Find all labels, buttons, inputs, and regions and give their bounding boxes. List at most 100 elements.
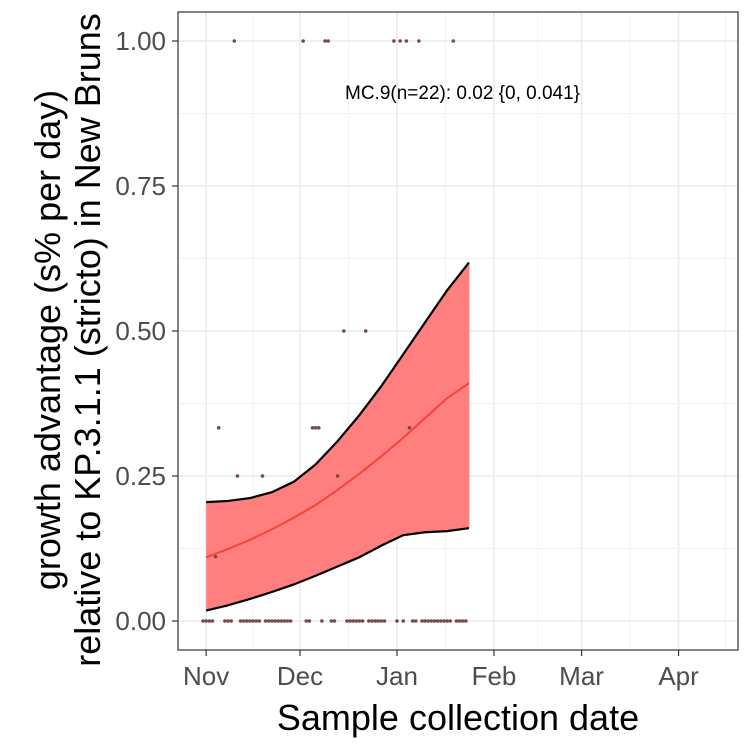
data-point: [445, 619, 449, 623]
data-point: [417, 39, 421, 43]
data-point: [357, 619, 362, 623]
data-point: [407, 426, 412, 430]
data-point: [454, 619, 459, 623]
data-point: [223, 619, 227, 623]
data-point: [226, 619, 230, 623]
data-point: [360, 619, 365, 623]
data-point: [426, 619, 431, 623]
data-point: [213, 554, 218, 559]
y-tick-label: 0.75: [115, 171, 166, 201]
data-point: [429, 619, 434, 623]
data-point: [313, 426, 318, 430]
data-point: [326, 39, 330, 43]
data-point: [332, 619, 337, 623]
data-point: [241, 619, 246, 623]
data-point: [276, 619, 280, 623]
data-point: [329, 619, 334, 623]
y-tick-label: 0.50: [115, 316, 166, 346]
data-point: [201, 619, 205, 623]
data-point: [310, 426, 315, 430]
data-point: [348, 619, 352, 623]
data-point: [342, 329, 346, 333]
data-point: [382, 619, 387, 623]
x-tick-label: Dec: [277, 661, 323, 691]
data-point: [210, 619, 215, 623]
data-point: [254, 619, 259, 623]
data-point: [376, 619, 381, 623]
x-tick-label: Feb: [472, 661, 517, 691]
data-point: [245, 619, 249, 623]
data-point: [404, 39, 409, 43]
data-point: [413, 619, 418, 623]
y-tick-label: 0.25: [115, 461, 166, 491]
data-point: [398, 39, 402, 43]
data-point: [301, 39, 305, 43]
data-point: [320, 619, 324, 623]
data-point: [257, 619, 262, 623]
data-point: [285, 619, 290, 623]
data-point: [279, 619, 284, 623]
data-point: [451, 39, 456, 43]
data-point: [282, 619, 287, 623]
data-point: [410, 619, 415, 623]
observed-points-layer: [201, 39, 468, 623]
data-point: [354, 619, 359, 623]
data-point: [207, 619, 212, 623]
data-point: [266, 619, 271, 623]
data-point: [263, 619, 268, 623]
y-axis-title-line1: growth advantage (s% per day): [27, 90, 68, 590]
lower-bound-line: [205, 527, 470, 612]
data-point: [351, 619, 355, 623]
data-point: [423, 619, 427, 623]
axis-ticks: Nov Dec Jan Feb Mar Apr 0.00 0.25 0.50 0.75 1.00: [115, 26, 699, 691]
confidence-band-layer: [205, 261, 470, 612]
data-point: [307, 619, 312, 623]
data-point: [432, 619, 437, 623]
data-point: [335, 474, 340, 478]
data-point: [457, 619, 462, 623]
data-point: [288, 619, 293, 623]
data-point: [232, 39, 237, 43]
data-point: [460, 619, 465, 623]
data-point: [270, 619, 274, 623]
x-tick-label: Mar: [559, 661, 604, 691]
data-point: [273, 619, 277, 623]
y-tick-label: 0.00: [115, 606, 166, 636]
confidence-band: [206, 262, 469, 611]
data-point: [379, 619, 384, 623]
data-point: [204, 619, 208, 623]
data-point: [229, 619, 233, 623]
y-tick-label: 1.00: [115, 26, 166, 56]
data-point: [363, 329, 368, 333]
data-point: [442, 619, 446, 623]
data-point: [345, 619, 349, 623]
y-axis-title-line2: relative to KP.3.1.1 (stricto) in New Br…: [67, 13, 108, 667]
data-point: [448, 619, 452, 623]
data-point: [438, 619, 443, 623]
data-point: [464, 619, 468, 623]
x-tick-label: Jan: [376, 661, 418, 691]
data-point: [392, 39, 396, 43]
x-axis-title: Sample collection date: [277, 697, 639, 738]
data-point: [216, 426, 221, 430]
data-point: [316, 426, 321, 430]
data-point: [248, 619, 252, 623]
data-point: [251, 619, 255, 623]
data-point: [323, 39, 327, 43]
data-point: [401, 619, 406, 623]
data-point: [260, 474, 265, 478]
annotation-text: MC.9(n=22): 0.02 {0, 0.041}: [345, 83, 580, 104]
data-point: [235, 474, 240, 478]
upper-bound-line: [206, 261, 470, 504]
data-point: [395, 619, 399, 623]
x-tick-label: Apr: [658, 661, 699, 691]
x-tick-label: Nov: [183, 661, 229, 691]
data-point: [435, 619, 440, 623]
data-point: [420, 619, 424, 623]
data-point: [367, 619, 371, 623]
fit-line: [205, 382, 470, 559]
data-point: [238, 619, 243, 623]
data-point: [304, 619, 309, 623]
data-point: [370, 619, 374, 623]
data-point: [373, 619, 377, 623]
